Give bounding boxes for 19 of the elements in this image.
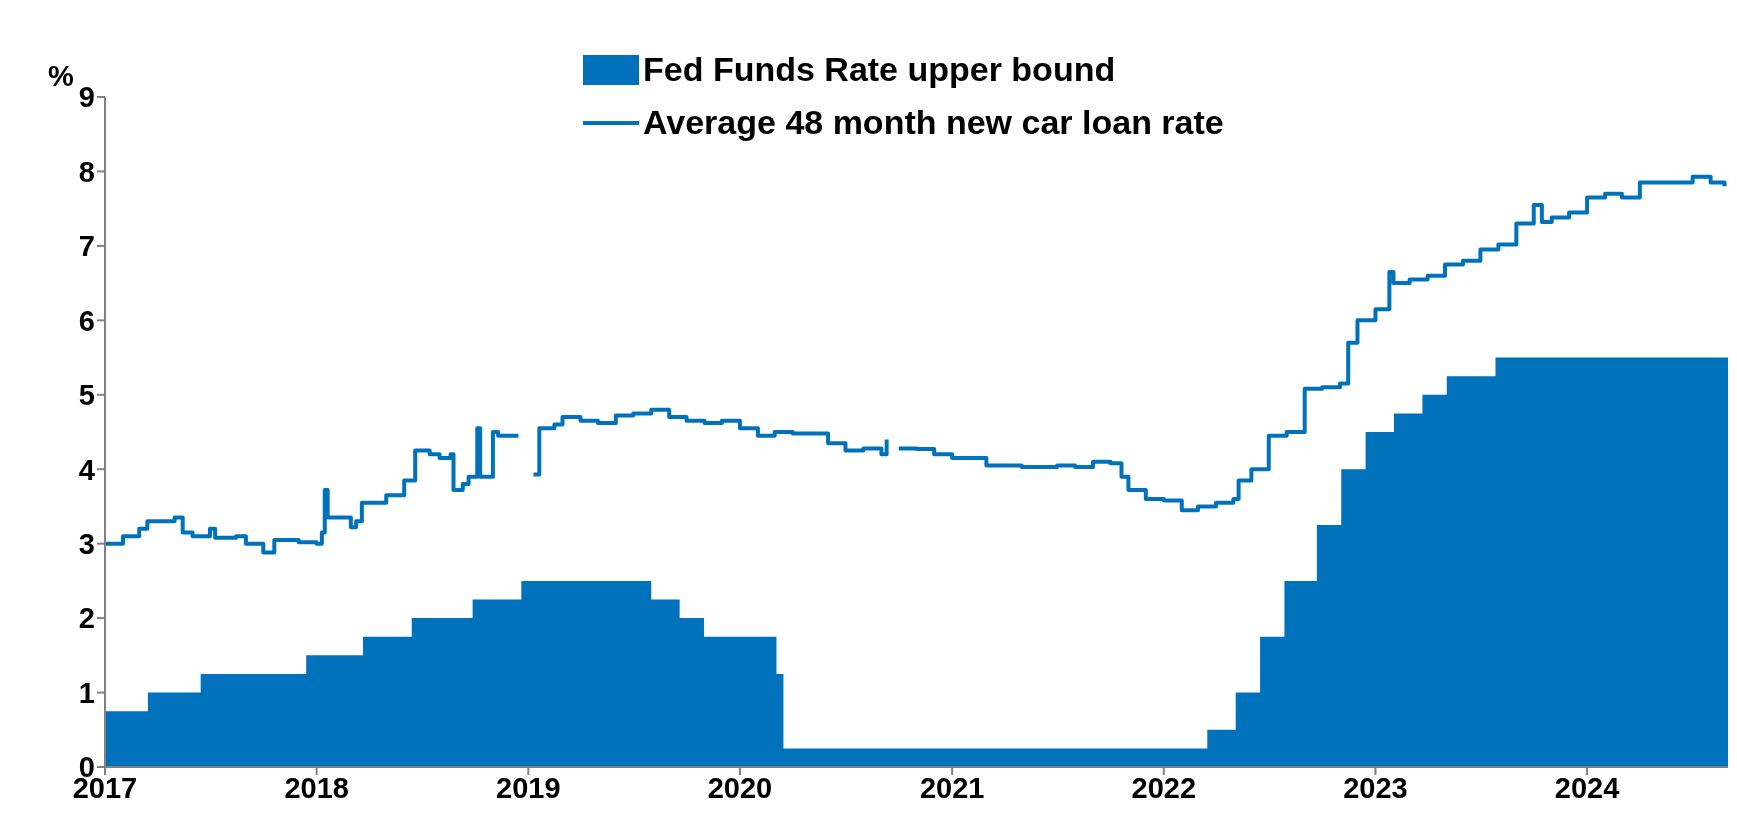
y-axis-title: % xyxy=(48,60,74,93)
y-tick-label: 2 xyxy=(78,602,95,635)
y-tick-label: 7 xyxy=(78,230,95,263)
x-tick-label: 2020 xyxy=(707,771,773,804)
x-tick-label: 2023 xyxy=(1343,771,1408,804)
y-tick-label: 3 xyxy=(78,527,95,560)
y-tick-label: 5 xyxy=(78,379,95,412)
y-tick-label: 1 xyxy=(78,676,95,709)
y-tick-label: 6 xyxy=(78,304,95,337)
x-tick-label: 2022 xyxy=(1131,771,1197,804)
x-tick-label: 2018 xyxy=(284,771,349,804)
y-tick-label: 4 xyxy=(78,453,95,486)
x-tick-label: 2024 xyxy=(1554,771,1620,804)
y-tick-label: 9 xyxy=(78,81,95,114)
legend-label: Fed Funds Rate upper bound xyxy=(643,50,1116,89)
x-tick-label: 2021 xyxy=(919,771,985,804)
legend-label: Average 48 month new car loan rate xyxy=(643,103,1224,142)
x-tick-label: 2019 xyxy=(496,771,561,804)
y-tick-label: 8 xyxy=(78,155,95,188)
